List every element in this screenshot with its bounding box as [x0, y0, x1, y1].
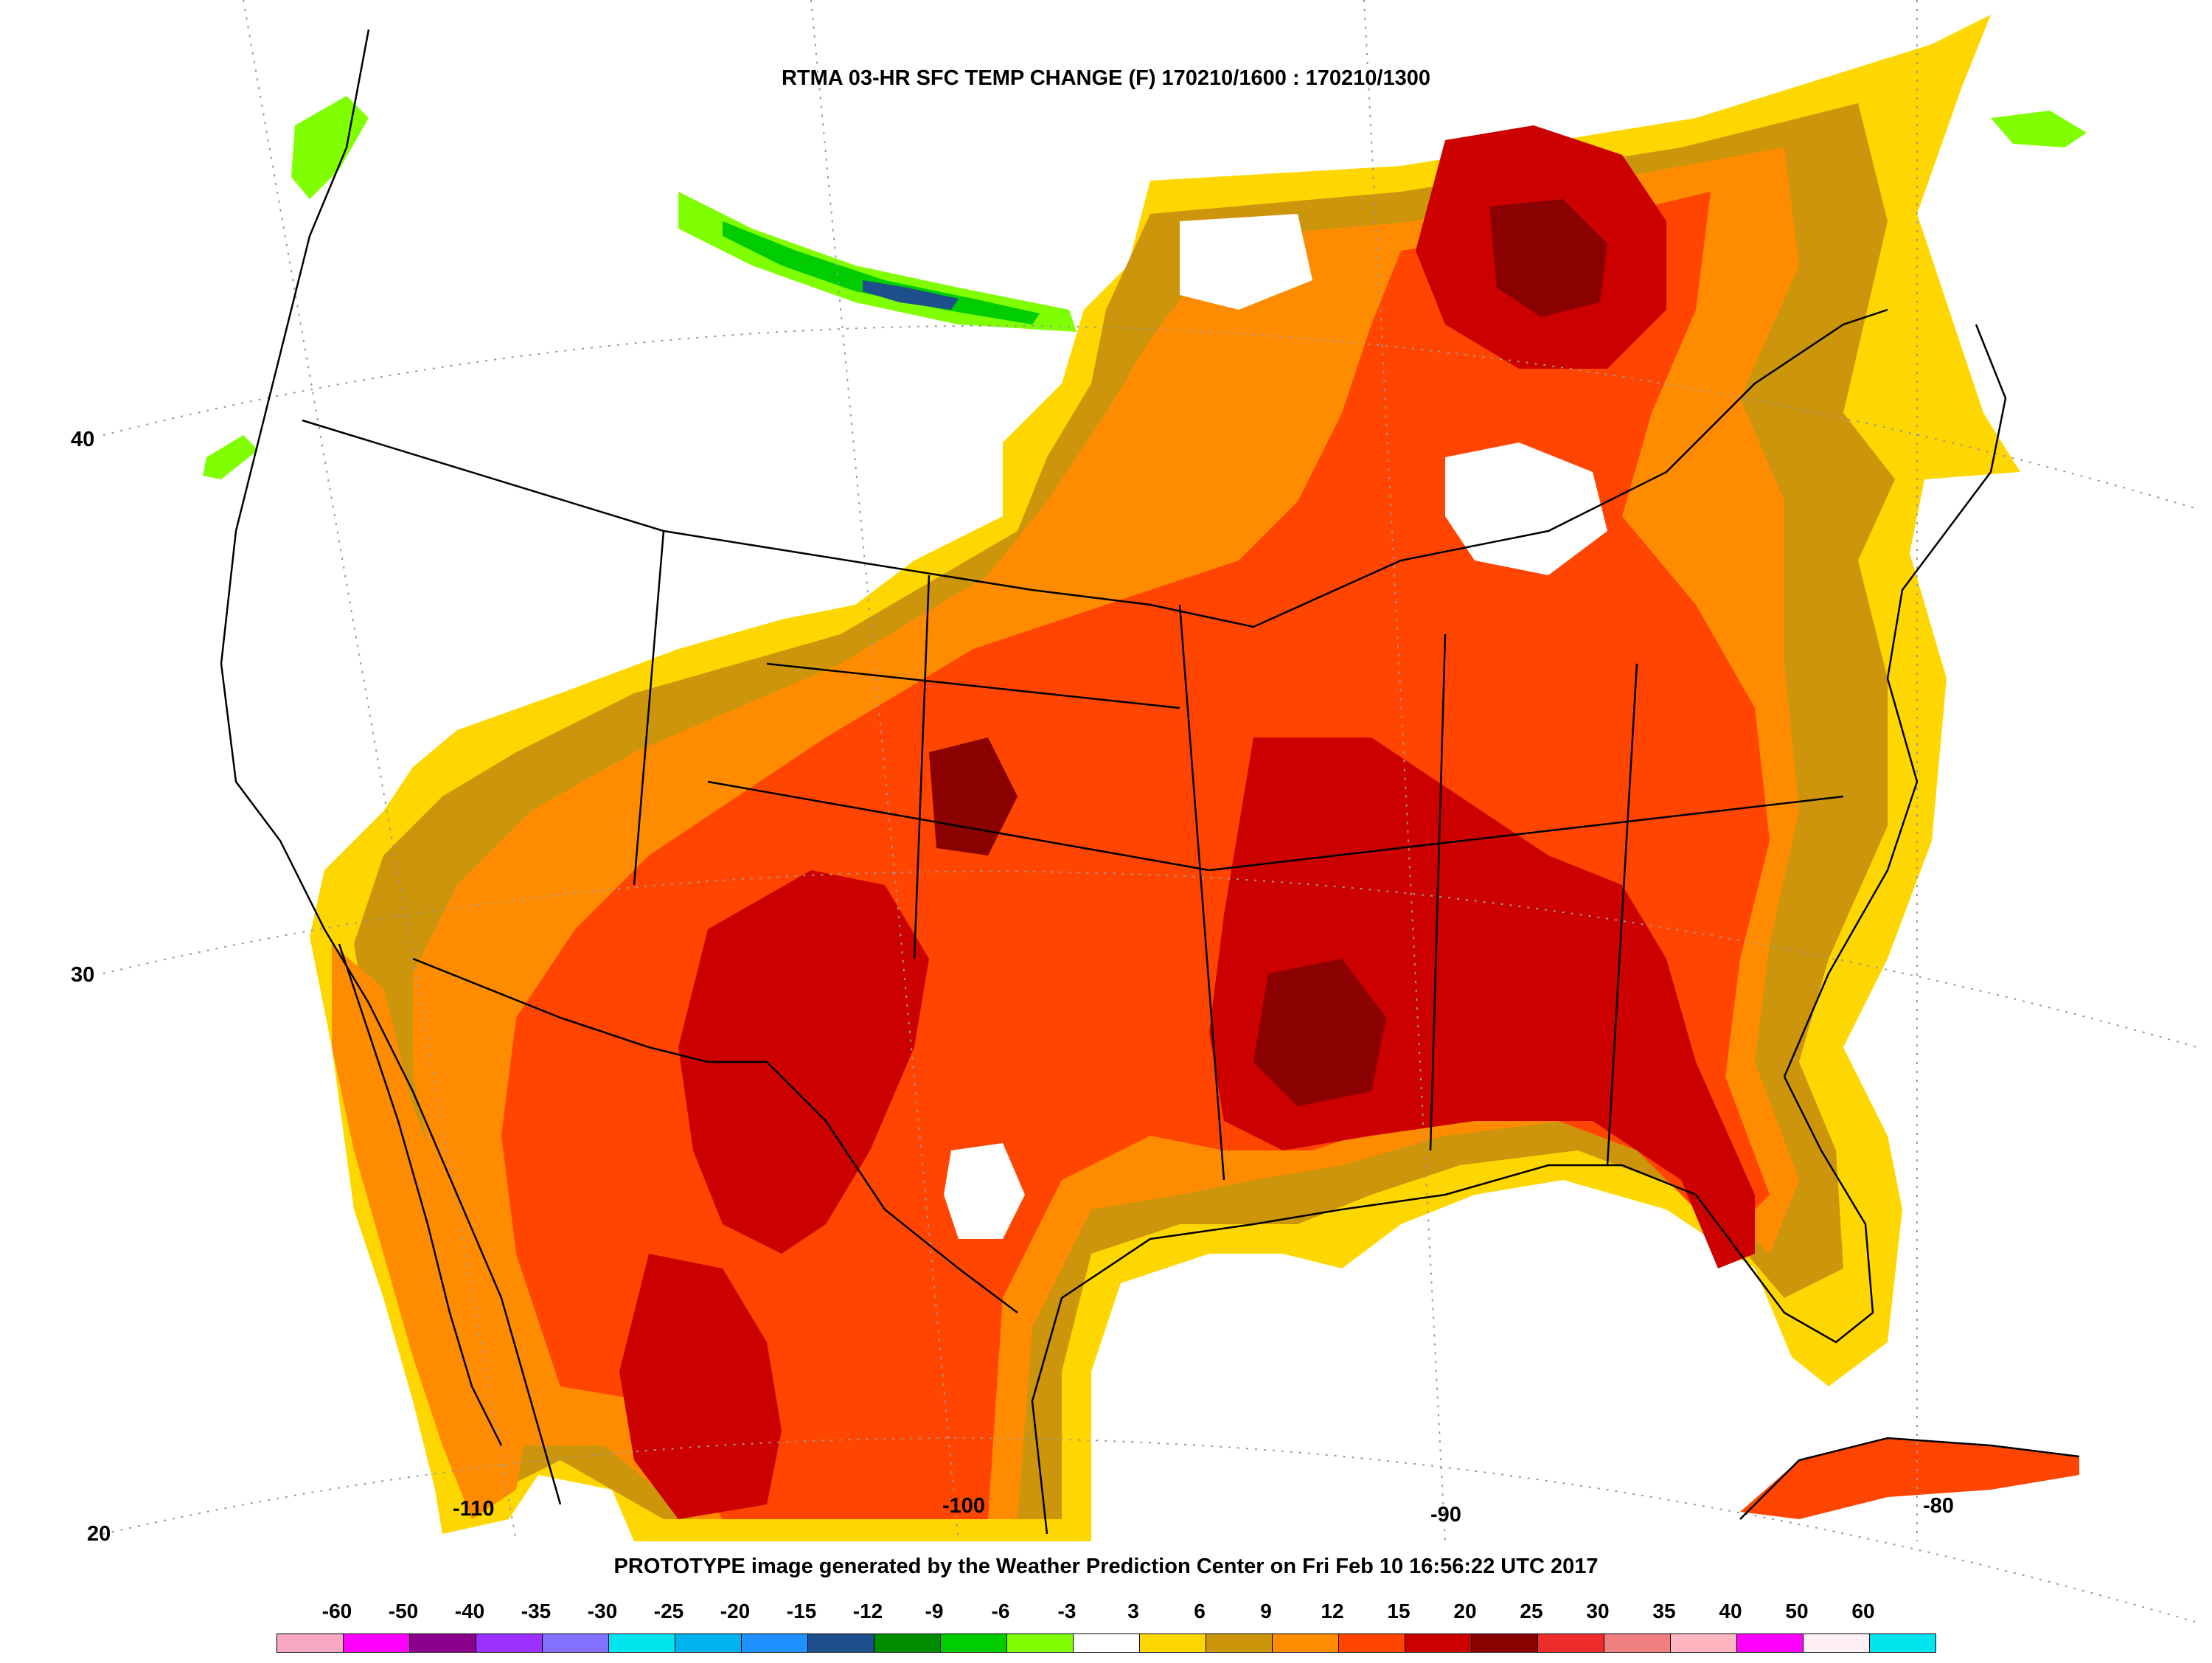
meridian-100 — [810, 0, 959, 1542]
legend-label: 15 — [1387, 1600, 1411, 1622]
shade-green-canada-inner — [723, 221, 1040, 324]
graticule — [102, 0, 2198, 1623]
legend-swatch — [741, 1634, 808, 1653]
shade-green-canada — [678, 192, 1077, 332]
shade-blue-canada — [863, 280, 959, 310]
state-line-2 — [913, 574, 931, 959]
legend-swatch — [1006, 1634, 1074, 1653]
longitude-label-110: -110 — [453, 1497, 495, 1521]
shade-cuba — [1740, 1438, 2079, 1519]
gulf-coast — [1031, 1076, 1874, 1535]
shade-white-texas — [944, 1143, 1025, 1239]
legend-swatch — [1405, 1634, 1472, 1653]
legend-label: 6 — [1194, 1600, 1206, 1622]
legend-label: 12 — [1321, 1600, 1344, 1622]
shade-darkred-south — [1253, 959, 1386, 1106]
legend-label: 20 — [1453, 1600, 1477, 1622]
state-line-1 — [633, 530, 665, 886]
legend-label: 25 — [1520, 1600, 1543, 1622]
legend-swatch — [1537, 1634, 1604, 1653]
meridian-90 — [1363, 0, 1446, 1542]
legend-label: 30 — [1586, 1600, 1610, 1622]
legend-label: -35 — [521, 1600, 552, 1622]
us-mexico-border — [412, 957, 1018, 1313]
shade-white-hudson — [1180, 214, 1312, 310]
legend-swatch — [1869, 1634, 1936, 1653]
legend-label: -60 — [321, 1600, 352, 1622]
shade-red-southwest — [678, 870, 929, 1254]
shade-green-coast — [203, 435, 258, 479]
legend-label: 50 — [1785, 1600, 1809, 1622]
legend-swatch — [343, 1634, 410, 1653]
boundaries — [220, 29, 2080, 1535]
state-line-8 — [1606, 663, 1638, 1166]
shade-darkred-ontario — [1489, 199, 1607, 317]
legend-swatch — [874, 1634, 941, 1653]
legend-swatch — [675, 1634, 742, 1653]
legend-swatch — [608, 1634, 675, 1653]
legend-label: -40 — [454, 1600, 485, 1622]
legend-swatch — [1073, 1634, 1140, 1653]
legend-swatch — [1471, 1634, 1538, 1653]
state-line-6 — [1208, 795, 1844, 872]
legend-swatch — [542, 1634, 609, 1653]
legend-label: 3 — [1127, 1600, 1139, 1622]
state-line-4 — [766, 662, 1180, 709]
shading-layer — [203, 15, 2087, 1541]
longitude-label-80: -80 — [1923, 1494, 1954, 1518]
west-coast — [220, 29, 562, 1505]
legend-swatch — [1139, 1634, 1206, 1653]
legend-swatch — [1604, 1634, 1671, 1653]
color-legend: -60 -50 -40 -35 -30 -25 -20 -15 -12 -9 -6 -3 3 6 9 12 15… — [276, 1600, 1936, 1656]
longitude-label-100: -100 — [942, 1494, 986, 1518]
legend-label: -12 — [852, 1600, 883, 1622]
legend-label: -30 — [587, 1600, 618, 1622]
shade-green-nl — [1991, 111, 2087, 147]
map-title: RTMA 03-HR SFC TEMP CHANGE (F) 170210/16… — [781, 66, 1430, 90]
shade-white-greatlakes — [1445, 442, 1607, 575]
longitude-label-90: -90 — [1430, 1503, 1461, 1527]
legend-label: 9 — [1260, 1600, 1272, 1622]
legend-label: -15 — [786, 1600, 817, 1622]
state-line-5 — [707, 780, 1210, 872]
latitude-label-40: 40 — [71, 428, 95, 451]
legend-label: -50 — [388, 1600, 419, 1622]
latitude-label-30: 30 — [71, 963, 95, 987]
state-line-3 — [1178, 604, 1225, 1181]
footer-credit: PROTOTYPE image generated by the Weather… — [613, 1555, 1599, 1578]
state-line-7 — [1429, 633, 1447, 1151]
shade-mexico-west — [332, 944, 531, 1519]
legend-swatch — [807, 1634, 874, 1653]
east-coast — [1783, 324, 2007, 1077]
shade-red-texas — [619, 1254, 782, 1519]
latitude-label-20: 20 — [87, 1522, 111, 1546]
shade-green-pacific — [291, 96, 369, 199]
legend-swatch — [276, 1634, 344, 1653]
legend-swatch — [1272, 1634, 1339, 1653]
legend-label: -9 — [925, 1600, 944, 1622]
legend-label: -6 — [991, 1600, 1010, 1622]
shade-darkred-kansas — [929, 737, 1018, 855]
legend-label: 60 — [1851, 1600, 1875, 1622]
legend-label: 35 — [1652, 1600, 1676, 1622]
legend-swatch — [1206, 1634, 1273, 1653]
legend-swatch — [1736, 1634, 1804, 1653]
legend-swatch — [1670, 1634, 1737, 1653]
legend-label: -3 — [1057, 1600, 1077, 1622]
legend-swatch — [940, 1634, 1007, 1653]
legend-label: -20 — [720, 1600, 751, 1622]
legend-swatch — [1338, 1634, 1405, 1653]
legend-label: -25 — [653, 1600, 684, 1622]
legend-swatch — [476, 1634, 543, 1653]
shade-red-southeast — [1209, 737, 1755, 1268]
cuba-outline — [1739, 1437, 2080, 1520]
legend-swatch — [1803, 1634, 1870, 1653]
legend-swatch — [409, 1634, 476, 1653]
us-canada-border — [302, 308, 1888, 628]
legend-label: 40 — [1719, 1600, 1742, 1622]
baja — [338, 943, 503, 1446]
